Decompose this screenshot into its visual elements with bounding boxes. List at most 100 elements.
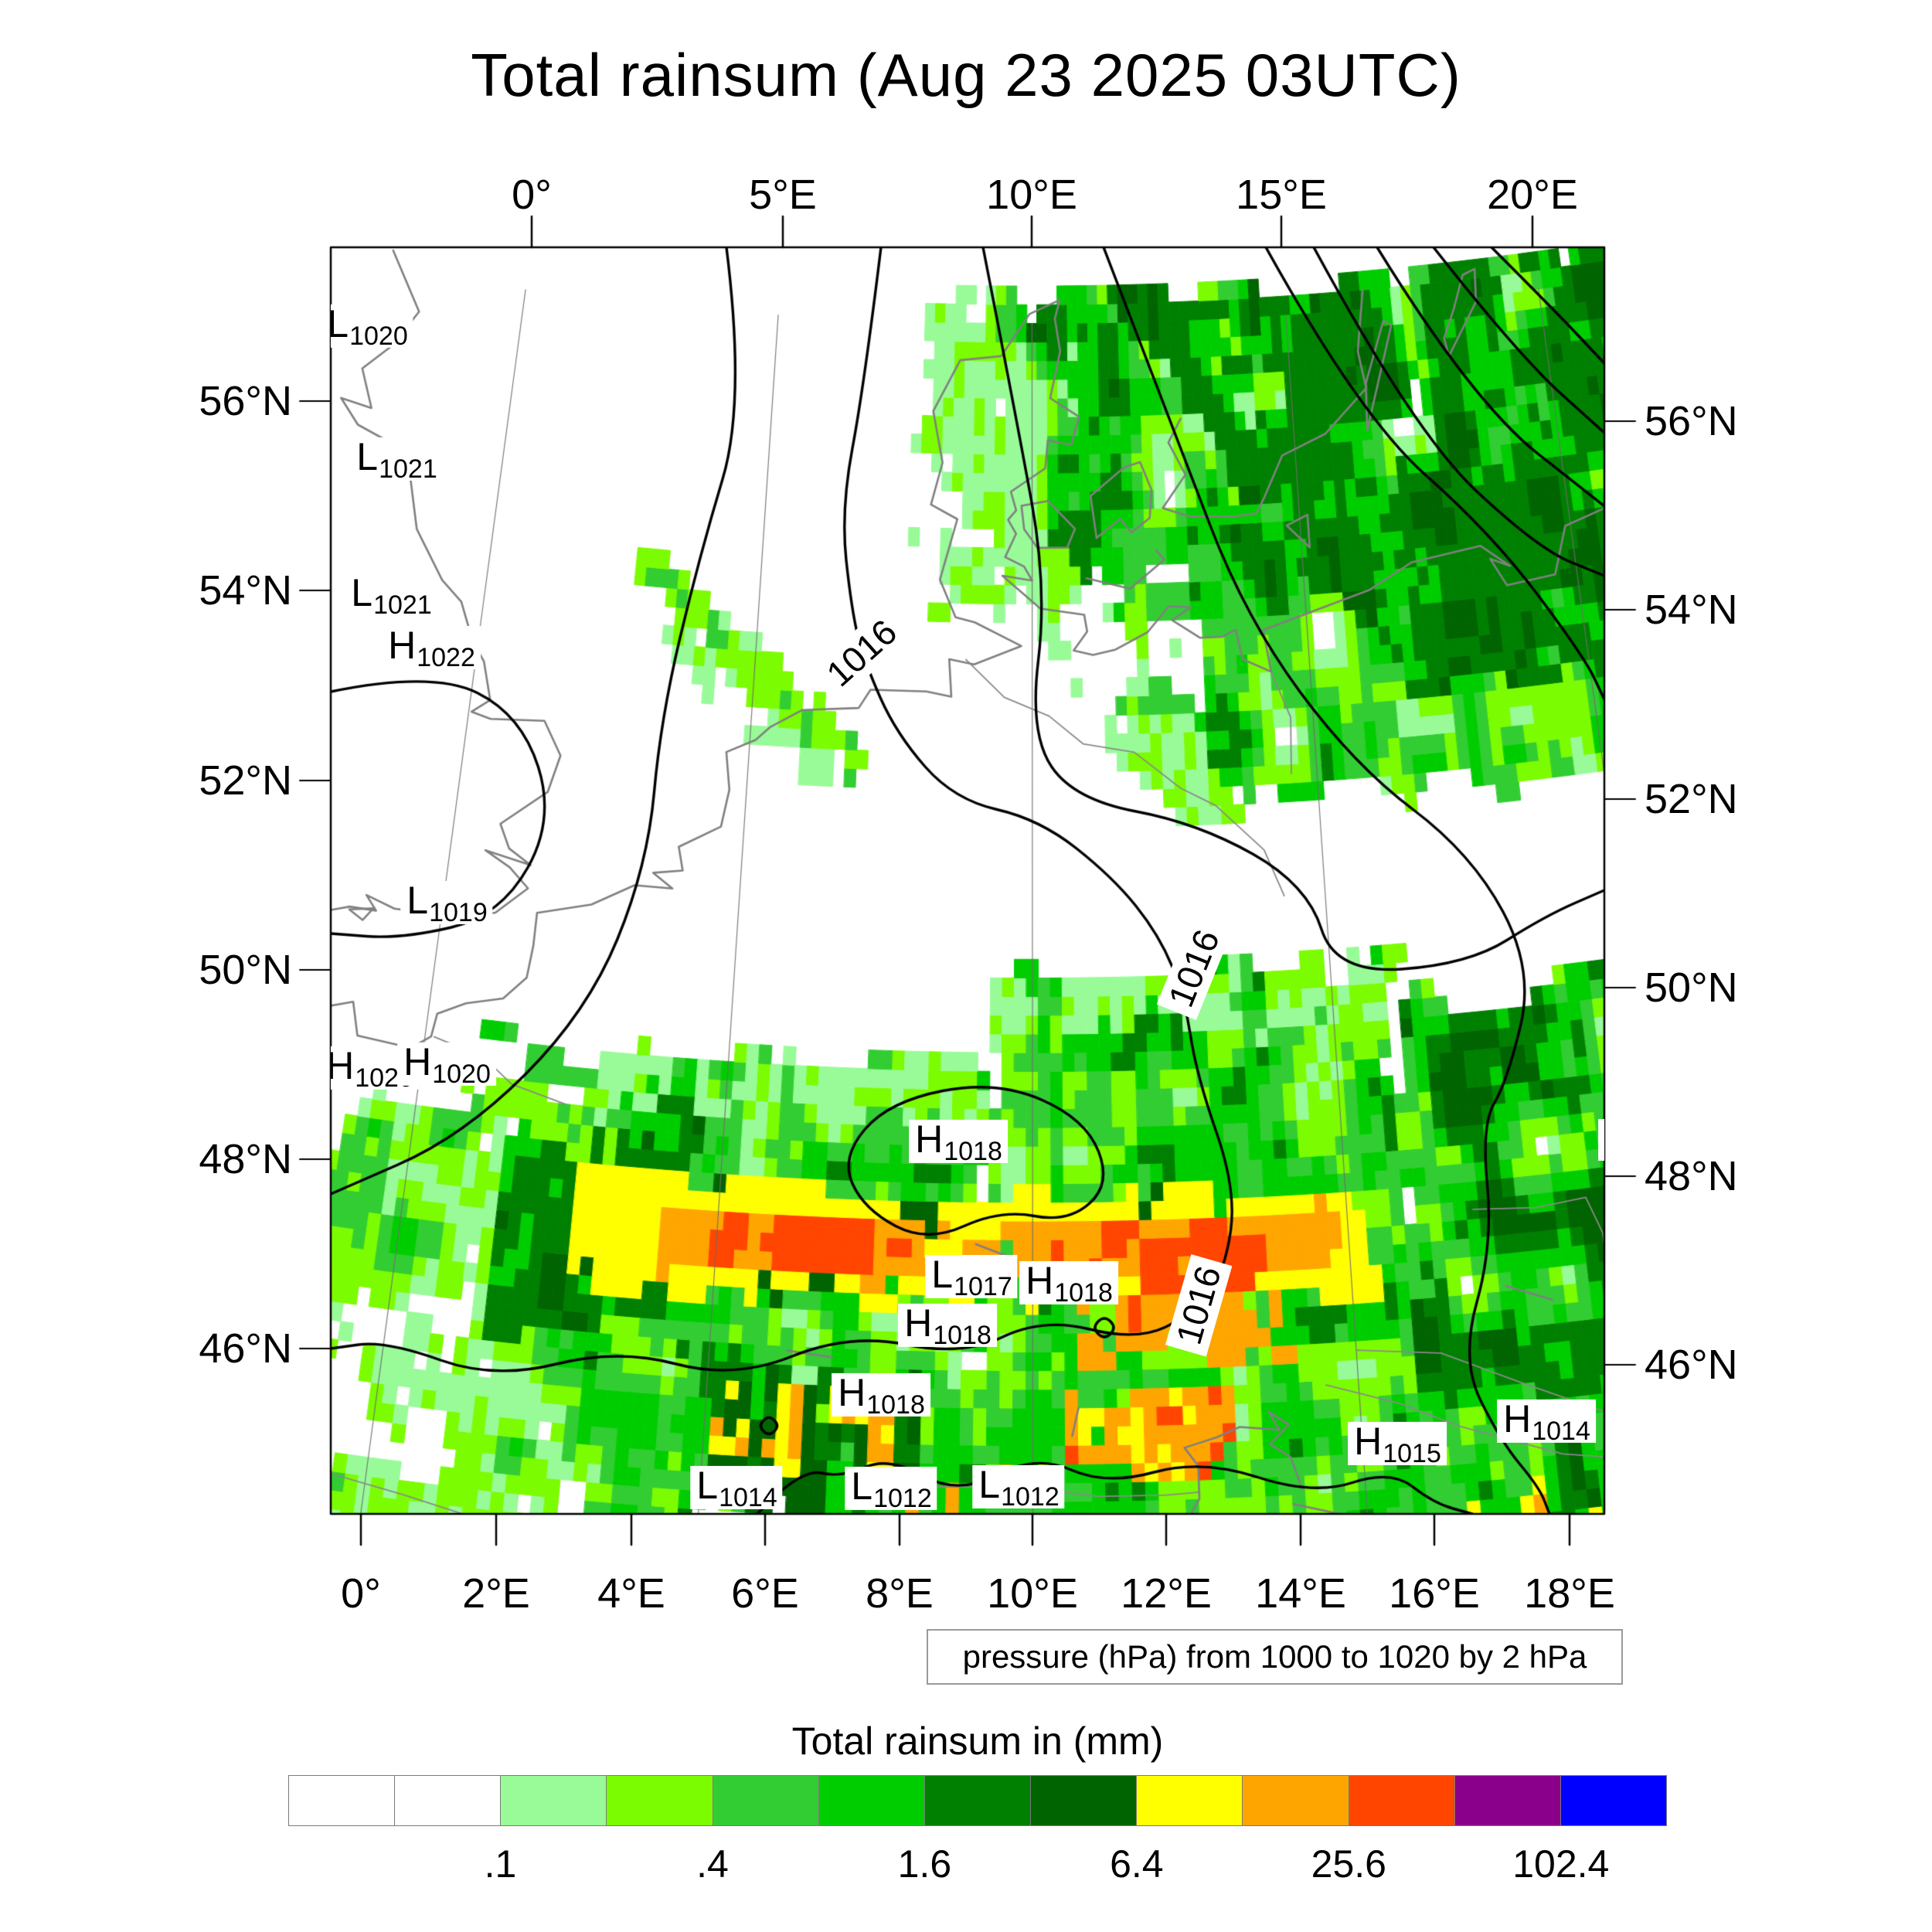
axis-right-label-1: 54°N	[1645, 587, 1738, 633]
pressure-value: 1021	[373, 590, 432, 621]
pressure-letter: L	[931, 1252, 954, 1296]
map-overlay: L1020 L1021 L1021 H1022 L1019 H1020 H1020 H1018…	[331, 247, 1604, 1514]
pressure-center-low-4: L1019	[400, 878, 493, 928]
pressure-value: 1014	[1532, 1417, 1590, 1447]
axis-bottom-label-2: 4°E	[597, 1570, 665, 1617]
axis-left-label-5: 46°N	[199, 1325, 292, 1372]
pressure-letter: H	[388, 623, 417, 667]
pressure-letter: L	[351, 570, 373, 614]
colorbar-cell-2	[501, 1776, 607, 1825]
pressure-value: 1020	[349, 321, 408, 352]
colorbar-tick-label-0: .1	[484, 1842, 517, 1886]
colorbar-tick-label-5: 102.4	[1512, 1842, 1610, 1886]
pressure-letter: L	[331, 301, 349, 345]
pressure-letter: H	[1354, 1419, 1383, 1463]
axis-left-label-3: 50°N	[199, 947, 292, 993]
pressure-value: 1018	[1054, 1278, 1113, 1308]
page-title: Total rainsum (Aug 23 2025 03UTC)	[471, 41, 1461, 109]
colorbar-cell-1	[395, 1776, 502, 1825]
pressure-note-box: pressure (hPa) from 1000 to 1020 by 2 hP…	[927, 1629, 1623, 1685]
legend-title: Total rainsum in (mm)	[791, 1719, 1164, 1763]
pressure-center-high-15: H1015	[1348, 1419, 1447, 1469]
pressure-value: 1017	[954, 1272, 1012, 1302]
contour-label-0: 1016	[812, 605, 911, 701]
axis-top-label-2: 10°E	[986, 172, 1077, 218]
pressure-letter: H	[331, 1043, 355, 1087]
axis-top-label-4: 20°E	[1487, 172, 1578, 218]
pressure-center-high-6: H1020	[397, 1039, 496, 1090]
pressure-center-low-8: L1017	[925, 1252, 1018, 1302]
colorbar-cell-10	[1349, 1776, 1455, 1825]
axis-bottom-label-4: 8°E	[866, 1570, 934, 1617]
colorbar-cell-11	[1454, 1776, 1561, 1825]
pressure-value: 1020	[432, 1060, 491, 1090]
colorbar-tick-label-3: 6.4	[1110, 1842, 1164, 1886]
colorbar-cell-12	[1560, 1776, 1667, 1825]
axis-bottom-label-5: 10°E	[987, 1570, 1078, 1617]
axis-bottom-label-1: 2°E	[462, 1570, 530, 1617]
colorbar-cell-5	[818, 1776, 925, 1825]
pressure-value: 1014	[719, 1483, 777, 1513]
pressure-center-low-1: L1021	[350, 437, 443, 485]
pressure-center-high-7: H1018	[909, 1117, 1008, 1167]
pressure-value: 1015	[1383, 1439, 1441, 1469]
colorbar-cell-7	[1031, 1776, 1138, 1825]
axis-bottom-label-6: 12°E	[1121, 1570, 1212, 1617]
pressure-note-text: pressure (hPa) from 1000 to 1020 by 2 hP…	[962, 1638, 1587, 1675]
pressure-center-high-16: H1014	[1497, 1396, 1596, 1447]
axis-left-label-4: 48°N	[199, 1136, 292, 1182]
pressure-value: 1022	[417, 643, 475, 673]
pressure-center-high-9: H1018	[1019, 1260, 1118, 1306]
axis-right-label-5: 46°N	[1645, 1342, 1738, 1388]
pressure-value: 1018	[866, 1390, 925, 1420]
pressure-center-low-14: L1012	[972, 1462, 1065, 1510]
axis-top-label-1: 5°E	[749, 172, 817, 218]
colorbar-tick-label-2: 1.6	[897, 1842, 952, 1886]
contour-label-2: 1016	[1165, 1253, 1233, 1357]
pressure-center-high-3: H1022	[382, 623, 481, 673]
pressure-letter: L	[851, 1464, 873, 1508]
axis-top-label-0: 0°	[512, 172, 552, 218]
colorbar-cell-4	[713, 1776, 819, 1825]
axis-left-label-0: 56°N	[199, 378, 292, 424]
pressure-center-high-11: H1018	[832, 1370, 930, 1420]
colorbar-cell-9	[1243, 1776, 1349, 1825]
colorbar-cell-3	[607, 1776, 713, 1825]
colorbar-cell-6	[924, 1776, 1032, 1825]
pressure-value: 1018	[944, 1137, 1002, 1167]
colorbar-tick-label-4: 25.6	[1311, 1842, 1386, 1886]
pressure-value: 1012	[873, 1484, 932, 1514]
pressure-letter: L	[406, 878, 429, 922]
axis-bottom-label-3: 6°E	[731, 1570, 799, 1617]
pressure-value: 1018	[933, 1321, 992, 1351]
axis-left-label-2: 52°N	[199, 757, 292, 804]
pressure-letter: H	[915, 1117, 944, 1161]
pressure-letter: H	[904, 1301, 933, 1345]
pressure-letter: L	[696, 1463, 719, 1507]
colorbar-cell-0	[289, 1776, 396, 1825]
axis-left-label-1: 54°N	[199, 567, 292, 614]
axis-bottom-label-9: 18°E	[1524, 1570, 1615, 1617]
pressure-letter: H	[403, 1039, 432, 1083]
pressure-value: 1021	[379, 454, 437, 485]
axis-right-label-2: 52°N	[1645, 776, 1738, 822]
contour-label-1: 1016	[1156, 917, 1232, 1020]
axis-right-label-4: 48°N	[1645, 1153, 1738, 1199]
axis-bottom-label-7: 14°E	[1255, 1570, 1346, 1617]
pressure-center-low-2: L1021	[345, 570, 437, 621]
pressure-letter: L	[978, 1462, 1001, 1506]
pressure-letter: H	[838, 1370, 866, 1414]
pressure-center-low-12: L1014	[690, 1463, 783, 1513]
axis-top-label-3: 15°E	[1236, 172, 1327, 218]
pressure-value: 1019	[429, 898, 488, 928]
pressure-center-high-10: H1018	[898, 1301, 997, 1351]
axis-right-label-0: 56°N	[1645, 398, 1738, 444]
pressure-letter: H	[1503, 1396, 1532, 1440]
axis-bottom-label-0: 0°	[341, 1570, 381, 1617]
colorbar	[288, 1775, 1667, 1826]
pressure-center-low-13: L1012	[845, 1464, 937, 1514]
pressure-center-low-17: L	[1598, 1119, 1604, 1161]
axis-bottom-label-8: 16°E	[1389, 1570, 1480, 1617]
